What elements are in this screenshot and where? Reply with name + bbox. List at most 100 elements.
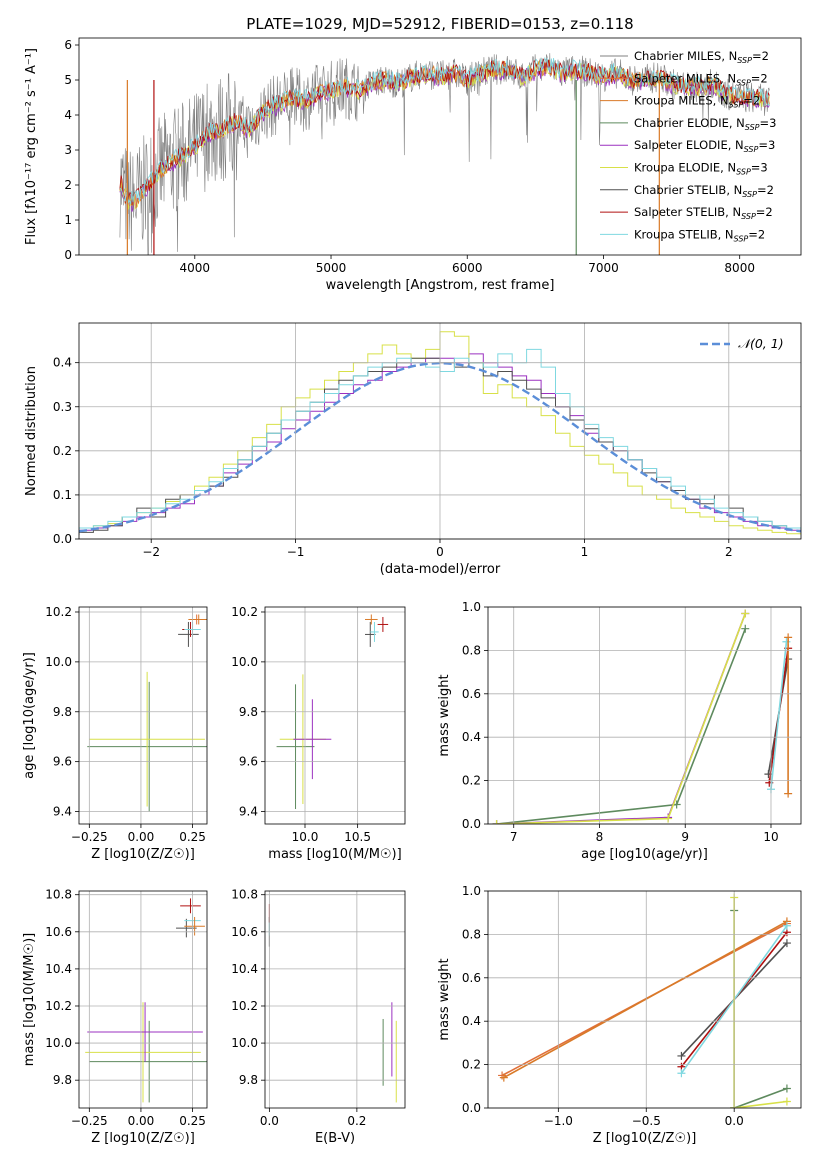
x-tick-label: 0.2	[347, 1114, 366, 1128]
weight-marker-chabrier-elodie	[782, 1084, 791, 1093]
x-tick-label: 10	[763, 830, 778, 844]
legend-label: Chabrier STELIB, NSSP=2	[634, 183, 774, 199]
legend-label: Kroupa STELIB, NSSP=2	[634, 227, 765, 243]
model-spectrum-kroupa-stelib	[119, 56, 770, 205]
y-tick-label: 10.6	[231, 925, 258, 939]
x-axis-label: Z [log10(Z/Z☉)]	[593, 1131, 697, 1146]
plot-area-mass-vs-Z	[85, 898, 207, 1103]
weight-line-chabrier-elodie	[733, 1087, 788, 1108]
y-tick-label: 9.4	[53, 805, 72, 819]
plot-area-mass-vs-ebv	[268, 903, 397, 1103]
weight-marker-chabrier-stelib	[782, 939, 791, 948]
y-tick-label: 1.0	[462, 600, 481, 614]
plot-area-age-vs-mass	[276, 614, 389, 810]
legend-label: Salpeter MILES, NSSP=2	[634, 71, 768, 87]
axes-frame	[264, 890, 406, 1109]
weight-marker-kroupa-elodie	[741, 609, 750, 618]
weight-line-kroupa-elodie	[496, 613, 747, 824]
weight-line-chabrier-elodie	[496, 628, 747, 824]
x-tick-label: 10.0	[292, 830, 319, 844]
weight-line-salpeter-elodie	[496, 613, 747, 824]
y-tick-label: 10.0	[45, 655, 72, 669]
chart-mass-vs-Z: −0.25 0.00 0.25 9.8 10.0 10.2 10.4 10.6 10.8 Z [l…	[22, 888, 208, 1146]
x-axis-label: wavelength [Angstrom, rest frame]	[326, 278, 555, 293]
model-spectrum-kroupa-miles	[119, 59, 770, 208]
x-tick-label: 1	[581, 545, 589, 559]
y-tick-label: 0.3	[53, 400, 72, 414]
weight-line-kroupa-miles	[503, 920, 788, 1079]
y-tick-label: 10.4	[231, 962, 258, 976]
x-tick-label: 5000	[316, 261, 347, 275]
y-tick-label: 0.4	[462, 1014, 481, 1028]
y-tick-label: 9.8	[239, 1073, 258, 1087]
legend-label: Chabrier MILES, NSSP=2	[634, 49, 769, 65]
legend-label: Salpeter STELIB, NSSP=2	[634, 205, 773, 221]
axes-frame	[78, 890, 208, 1109]
y-tick-label: 0.2	[53, 444, 72, 458]
axes-frame	[78, 322, 802, 540]
y-tick-label: 9.8	[239, 705, 258, 719]
x-tick-label: −1.0	[544, 1114, 573, 1128]
chart-mass-vs-ebv: 0.0 0.2 9.8 10.0 10.2 10.4 10.6 10.8 E(B-V)	[231, 888, 406, 1146]
y-axis-label: Flux [fλ10⁻¹⁷ erg cm⁻² s⁻¹ A⁻¹]	[24, 48, 39, 245]
weight-marker-kroupa-stelib	[677, 1069, 686, 1078]
weight-marker-kroupa-miles	[499, 1073, 508, 1082]
y-tick-label: 10.0	[231, 655, 258, 669]
x-tick-label: 0.25	[179, 830, 206, 844]
y-tick-label: 10.8	[45, 888, 72, 902]
y-tick-label: 10.6	[45, 925, 72, 939]
x-tick-label: −0.25	[71, 830, 108, 844]
y-tick-label: 10.0	[45, 1036, 72, 1050]
x-axis-label: age [log10(age/yr)]	[581, 847, 708, 862]
y-tick-label: 0.8	[462, 643, 481, 657]
legend-label: Kroupa ELODIE, NSSP=3	[634, 161, 768, 177]
weight-marker-kroupa-elodie	[664, 814, 673, 823]
x-tick-label: 2	[725, 545, 733, 559]
y-tick-label: 10.4	[45, 962, 72, 976]
weight-marker-chabrier-elodie	[741, 624, 750, 633]
y-tick-label: 0.6	[462, 971, 481, 985]
y-tick-label: 0	[64, 248, 72, 262]
x-tick-label: 8	[596, 830, 604, 844]
chart-age-vs-mass: 10.0 10.5 9.4 9.6 9.8 10.0 10.2 mass [log10(M/M…	[231, 605, 406, 862]
y-tick-label: 0.0	[53, 532, 72, 546]
y-axis-label: mass [log10(M/M☉)]	[22, 933, 37, 1066]
axes-frame	[78, 606, 208, 825]
x-tick-label: 6000	[452, 261, 483, 275]
x-tick-label: −0.25	[71, 1114, 108, 1128]
y-tick-label: 5	[64, 73, 72, 87]
x-tick-label: 8000	[724, 261, 755, 275]
weight-marker-salpeter-miles	[498, 1071, 507, 1080]
axes-frame	[264, 606, 406, 825]
axes-frame	[487, 890, 802, 1109]
weight-marker-kroupa-stelib	[782, 921, 791, 930]
y-axis-label: Normed distribution	[24, 366, 39, 496]
plot-area-weight-vs-age	[492, 609, 793, 824]
chart-age-vs-Z: −0.25 0.00 0.25 9.4 9.6 9.8 10.0 10.2 Z [log10(Z…	[22, 605, 208, 862]
x-tick-label: −1	[287, 545, 305, 559]
y-tick-label: 2	[64, 178, 72, 192]
x-tick-label: 9	[681, 830, 689, 844]
y-tick-label: 3	[64, 143, 72, 157]
y-tick-label: 1	[64, 213, 72, 227]
x-tick-label: 7000	[588, 261, 619, 275]
y-tick-label: 9.4	[239, 805, 258, 819]
x-axis-label: (data-model)/error	[380, 562, 501, 577]
figure-title: PLATE=1029, MJD=52912, FIBERID=0153, z=0…	[246, 15, 633, 33]
plot-area-age-vs-Z	[87, 614, 207, 812]
y-tick-label: 10.8	[231, 888, 258, 902]
legend-label: 𝒩(0, 1)	[738, 336, 784, 351]
weight-marker-kroupa-elodie	[492, 820, 501, 824]
x-axis-label: Z [log10(Z/Z☉)]	[91, 847, 195, 862]
plot-area-spectrum	[119, 53, 770, 255]
y-tick-label: 0.1	[53, 488, 72, 502]
weight-marker-kroupa-miles	[784, 789, 793, 798]
x-axis-label: mass [log10(M/M☉)]	[268, 847, 401, 862]
chart-weight-vs-age: 7 8 9 10 0.0 0.2 0.4 0.6 0.8 1.0 age [log10(age/yr…	[437, 600, 802, 862]
x-tick-label: −2	[142, 545, 160, 559]
y-tick-label: 9.8	[53, 705, 72, 719]
x-tick-label: 0.00	[128, 830, 155, 844]
y-tick-label: 9.8	[53, 1073, 72, 1087]
